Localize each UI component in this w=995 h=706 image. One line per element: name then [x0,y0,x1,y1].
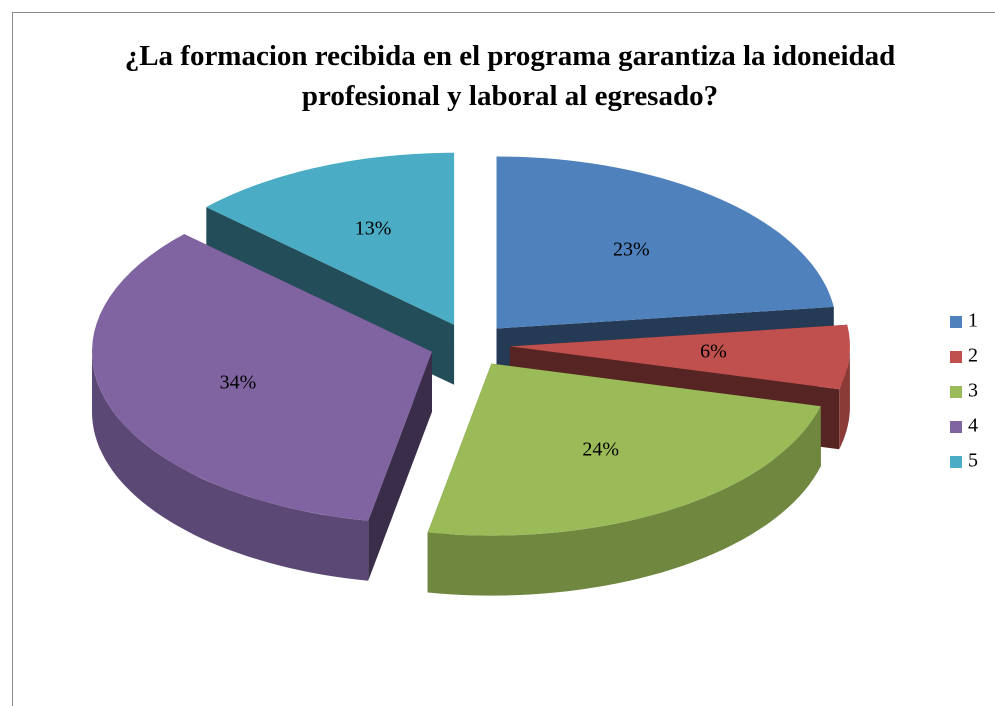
data-label: 23% [613,239,650,261]
legend-swatch [950,421,962,433]
legend-swatch [950,456,962,468]
data-label: 6% [700,340,727,362]
slice-wall [427,406,821,596]
legend-swatch [950,351,962,363]
chart-title: ¿La formacion recibida en el programa ga… [124,40,896,112]
legend-label: 3 [968,380,978,402]
data-label: 13% [355,218,392,240]
pie-slice [206,152,455,325]
legend-label: 4 [968,415,978,437]
pie-slice [496,156,834,329]
pie-slice [427,363,821,536]
legend-swatch [950,316,962,328]
slice-wall [92,351,369,581]
legend-label: 5 [968,450,978,472]
legend-swatch [950,386,962,398]
data-label: 24% [582,438,619,460]
pie-slice [509,324,850,390]
slice-side [368,351,432,581]
legend-label: 2 [968,345,978,367]
data-label: 34% [220,371,257,393]
slice-wall [839,346,850,450]
pie-slice [92,234,432,521]
legend-label: 1 [968,310,978,332]
chart-frame [12,12,995,706]
